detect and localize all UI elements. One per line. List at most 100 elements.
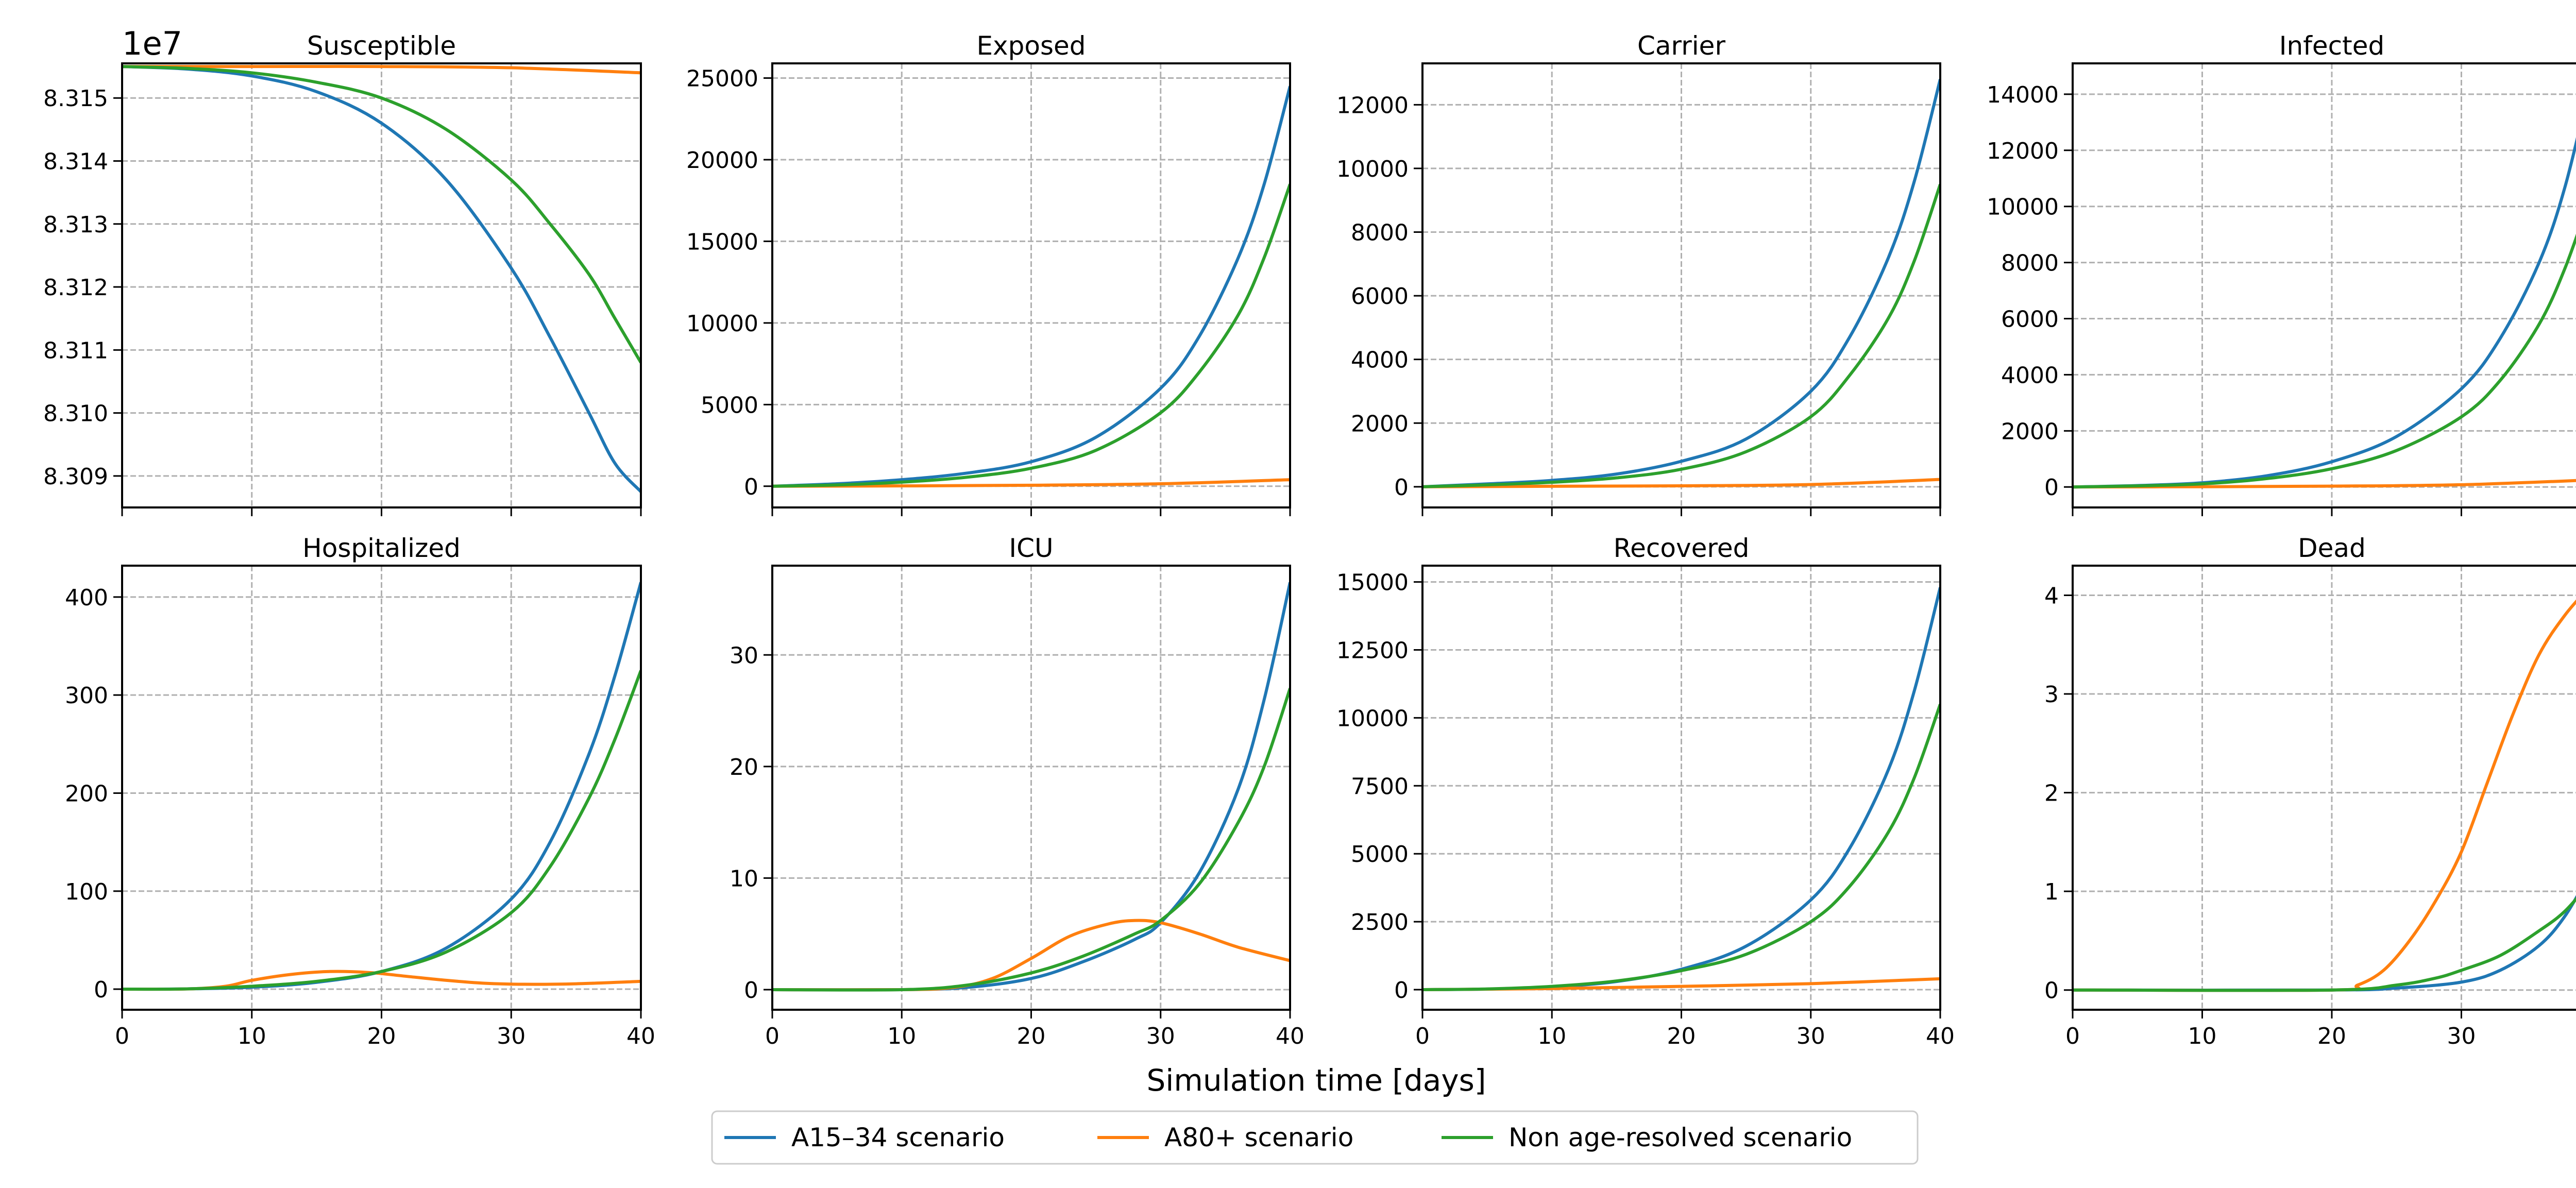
series-line-exposed-a15-34-scenario [772,86,1290,488]
x-tick-label-icu-2: 20 [1017,1023,1046,1049]
y-tick-label-recovered-1: 2500 [1351,909,1409,936]
y-tick-label-hospitalized-0: 0 [94,977,108,1003]
y-tick-label-exposed-3: 15000 [686,229,758,255]
y-tick-label-icu-1: 10 [730,865,758,892]
panel-susceptible: 8.309 8.310 8.311 8.312 8.313 8.314 8.315 Susce… [43,25,642,516]
y-tick-label-infected-6: 12000 [1987,138,2059,164]
y-tick-label-recovered-3: 7500 [1351,773,1409,800]
series-line-carrier-a80-scenario [1422,478,1940,488]
panel-title-exposed: Exposed [976,31,1086,61]
series-group-susceptible [122,64,641,493]
y-tick-label-infected-3: 6000 [2001,307,2059,333]
series-line-infected-a15-34-scenario [2073,137,2576,489]
series-group-hospitalized [122,582,641,991]
axes-frame-infected [2072,62,2576,508]
panel-carrier: 0 2000 4000 6000 8000 10000 12000 Carrier [1336,31,1941,516]
y-tick-label-exposed-2: 10000 [686,311,758,337]
y-tick-label-dead-1: 1 [2044,879,2059,905]
series-line-susceptible-a15-34-scenario [122,65,641,493]
y-tick-label-infected-1: 2000 [2001,418,2059,445]
y-tick-label-susceptible-5: 8.314 [43,149,108,175]
y-tick-label-recovered-5: 12500 [1336,638,1409,664]
x-tick-label-recovered-1: 10 [1537,1023,1566,1049]
y-tick-label-icu-3: 30 [730,642,758,669]
y-tick-label-susceptible-3: 8.312 [43,275,108,301]
y-tick-label-infected-0: 0 [2044,474,2059,501]
y-tick-label-carrier-6: 12000 [1336,92,1409,118]
y-tick-label-infected-2: 4000 [2001,362,2059,388]
series-line-dead-a15-34-scenario [2073,895,2576,992]
x-tick-label-recovered-0: 0 [1415,1023,1430,1049]
x-tick-label-icu-3: 30 [1146,1023,1175,1049]
panel-title-infected: Infected [2279,31,2384,61]
y-tick-label-recovered-2: 5000 [1351,841,1409,868]
series-line-susceptible-a80-scenario [122,64,641,75]
legend-box [711,1110,1919,1165]
y-tick-label-susceptible-6: 8.315 [43,86,108,112]
y-tick-label-icu-2: 20 [730,754,758,780]
axes-frame-dead [2072,565,2576,1011]
series-group-carrier [1422,79,1940,488]
panel-title-susceptible: Susceptible [307,31,456,61]
series-line-exposed-a80-scenario [772,478,1290,488]
y-tick-label-dead-0: 0 [2044,978,2059,1004]
series-group-icu [772,582,1290,992]
panel-title-icu: ICU [1009,533,1053,563]
x-tick-label-recovered-4: 40 [1926,1023,1955,1049]
legend-label-a80-scenario: A80+ scenario [1164,1123,1353,1152]
y-tick-label-susceptible-4: 8.313 [43,212,108,238]
panel-infected: 0 2000 4000 6000 8000 10000 12000 14000 Infected [1987,31,2576,516]
series-line-icu-non-age-resolved-scenario [772,688,1290,992]
panel-exposed: 0 5000 10000 15000 20000 25000 Exposed [686,31,1291,516]
y-tick-label-exposed-1: 5000 [701,392,758,418]
y-tick-label-recovered-4: 10000 [1336,705,1409,732]
series-line-exposed-non-age-resolved-scenario [772,183,1290,488]
y-tick-label-exposed-4: 20000 [686,147,758,174]
x-tick-label-hospitalized-1: 10 [238,1023,266,1049]
x-tick-label-icu-1: 10 [887,1023,916,1049]
x-tick-label-recovered-2: 20 [1667,1023,1696,1049]
y-tick-label-hospitalized-3: 300 [65,683,108,709]
y-tick-label-dead-4: 4 [2044,583,2059,609]
y-tick-label-carrier-5: 10000 [1336,156,1409,182]
y-tick-label-hospitalized-1: 100 [65,879,108,905]
y-tick-label-carrier-0: 0 [1394,474,1409,501]
x-tick-label-hospitalized-4: 40 [626,1023,655,1049]
panel-dead: 01020304001234Dead [2044,533,2576,1049]
panel-title-carrier: Carrier [1637,31,1725,61]
panel-recovered: 0 10 20 30 40 0 2500 5000 7500 10000 12500 15000 Rec… [1336,533,1955,1049]
panel-title-dead: Dead [2298,533,2366,563]
panels: 8.309 8.310 8.311 8.312 8.313 8.314 8.315 Susce… [43,25,2576,1049]
y-tick-label-dead-3: 3 [2044,682,2059,708]
y-tick-label-hospitalized-4: 400 [65,585,108,611]
panel-title-recovered: Recovered [1614,533,1750,563]
series-line-carrier-non-age-resolved-scenario [1422,183,1940,488]
series-group-infected [2073,137,2576,489]
panel-icu: 0 10 20 30 40 0 10 20 30 ICU [730,533,1304,1049]
legend: A15–34 scenario A80+ scenario Non age-reso… [711,1110,1919,1165]
y-offset-label-susceptible: 1e7 [122,25,182,62]
x-tick-label-dead-3: 30 [2447,1023,2476,1049]
y-tick-label-icu-0: 0 [744,977,758,1004]
y-tick-label-recovered-6: 15000 [1336,570,1409,596]
x-tick-label-dead-0: 0 [2065,1023,2080,1049]
series-line-carrier-a15-34-scenario [1422,79,1940,488]
panel-title-hospitalized: Hospitalized [302,533,461,563]
x-tick-label-recovered-3: 30 [1797,1023,1825,1049]
x-tick-label-hospitalized-2: 20 [367,1023,396,1049]
y-tick-label-recovered-0: 0 [1394,977,1409,1004]
x-tick-label-dead-2: 20 [2317,1023,2346,1049]
series-line-hospitalized-non-age-resolved-scenario [122,670,641,991]
x-tick-label-icu-0: 0 [765,1023,779,1049]
y-tick-label-hospitalized-2: 200 [65,780,108,807]
legend-label-non-age-resolved-scenario: Non age-resolved scenario [1509,1123,1852,1152]
y-tick-label-dead-2: 2 [2044,780,2059,807]
y-tick-label-susceptible-0: 8.309 [43,464,108,490]
series-line-susceptible-non-age-resolved-scenario [122,65,641,364]
y-tick-label-susceptible-2: 8.311 [43,337,108,364]
y-tick-label-carrier-4: 8000 [1351,219,1409,246]
series-group-exposed [772,86,1290,488]
y-tick-label-carrier-2: 4000 [1351,347,1409,374]
x-tick-label-hospitalized-0: 0 [115,1023,129,1049]
series-line-infected-non-age-resolved-scenario [2073,233,2576,489]
